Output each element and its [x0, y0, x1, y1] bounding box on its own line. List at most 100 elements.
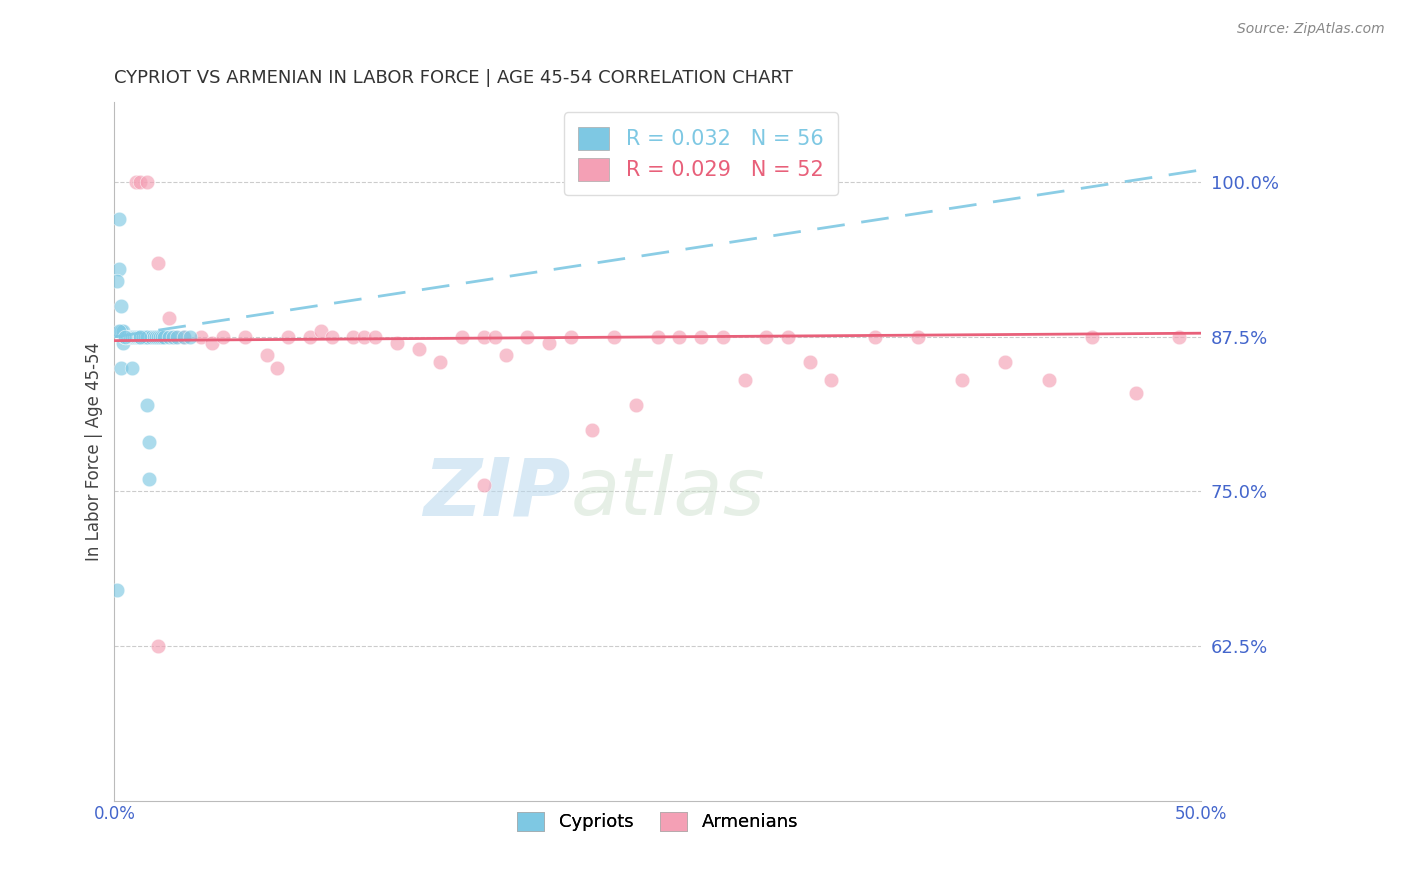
Point	[799, 354, 821, 368]
Point	[537, 336, 560, 351]
Point	[516, 330, 538, 344]
Point	[353, 330, 375, 344]
Point	[472, 478, 495, 492]
Point	[134, 330, 156, 344]
Point	[121, 330, 143, 344]
Point	[105, 274, 128, 288]
Point	[364, 330, 387, 344]
Point	[114, 330, 136, 344]
Point	[256, 348, 278, 362]
Point	[166, 330, 188, 344]
Point	[603, 330, 626, 344]
Point	[145, 330, 167, 344]
Point	[127, 330, 149, 344]
Point	[451, 330, 474, 344]
Point	[112, 324, 135, 338]
Text: CYPRIOT VS ARMENIAN IN LABOR FORCE | AGE 45-54 CORRELATION CHART: CYPRIOT VS ARMENIAN IN LABOR FORCE | AGE…	[114, 69, 793, 87]
Point	[125, 330, 148, 344]
Point	[129, 330, 152, 344]
Point	[138, 435, 160, 450]
Legend: Cypriots, Armenians: Cypriots, Armenians	[508, 803, 807, 840]
Point	[131, 330, 153, 344]
Point	[134, 330, 156, 344]
Point	[114, 330, 136, 344]
Point	[110, 324, 132, 338]
Text: Source: ZipAtlas.com: Source: ZipAtlas.com	[1237, 22, 1385, 37]
Point	[107, 212, 129, 227]
Point	[125, 330, 148, 344]
Point	[907, 330, 929, 344]
Point	[129, 330, 152, 344]
Point	[298, 330, 321, 344]
Point	[776, 330, 799, 344]
Point	[122, 330, 145, 344]
Point	[136, 398, 159, 412]
Point	[129, 330, 152, 344]
Point	[146, 330, 169, 344]
Point	[110, 360, 132, 375]
Point	[136, 330, 159, 344]
Point	[150, 330, 173, 344]
Point	[121, 360, 143, 375]
Point	[138, 472, 160, 486]
Point	[408, 343, 430, 357]
Point	[173, 330, 195, 344]
Point	[277, 330, 299, 344]
Point	[994, 354, 1017, 368]
Point	[121, 330, 143, 344]
Point	[121, 330, 143, 344]
Point	[118, 330, 141, 344]
Text: ZIP: ZIP	[423, 454, 571, 533]
Point	[107, 261, 129, 276]
Point	[1038, 373, 1060, 387]
Point	[162, 330, 184, 344]
Point	[131, 330, 153, 344]
Point	[690, 330, 713, 344]
Point	[107, 324, 129, 338]
Point	[755, 330, 778, 344]
Point	[146, 639, 169, 653]
Point	[153, 330, 176, 344]
Point	[118, 330, 141, 344]
Point	[495, 348, 517, 362]
Point	[484, 330, 506, 344]
Point	[149, 330, 172, 344]
Point	[647, 330, 669, 344]
Point	[129, 330, 152, 344]
Point	[820, 373, 842, 387]
Point	[212, 330, 235, 344]
Point	[1168, 330, 1191, 344]
Point	[342, 330, 364, 344]
Point	[472, 330, 495, 344]
Point	[157, 311, 180, 326]
Point	[114, 330, 136, 344]
Point	[266, 360, 288, 375]
Point	[117, 330, 139, 344]
Point	[131, 330, 153, 344]
Point	[624, 398, 647, 412]
Point	[118, 330, 141, 344]
Point	[165, 330, 187, 344]
Point	[668, 330, 690, 344]
Point	[429, 354, 451, 368]
Y-axis label: In Labor Force | Age 45-54: In Labor Force | Age 45-54	[86, 342, 103, 561]
Point	[734, 373, 756, 387]
Point	[112, 336, 135, 351]
Point	[1081, 330, 1104, 344]
Point	[581, 423, 603, 437]
Point	[125, 330, 148, 344]
Point	[110, 299, 132, 313]
Point	[105, 583, 128, 598]
Point	[127, 330, 149, 344]
Point	[142, 330, 165, 344]
Point	[146, 256, 169, 270]
Text: atlas: atlas	[571, 454, 765, 533]
Point	[321, 330, 343, 344]
Point	[127, 330, 149, 344]
Point	[179, 330, 201, 344]
Point	[950, 373, 973, 387]
Point	[201, 336, 224, 351]
Point	[117, 330, 139, 344]
Point	[863, 330, 886, 344]
Point	[122, 330, 145, 344]
